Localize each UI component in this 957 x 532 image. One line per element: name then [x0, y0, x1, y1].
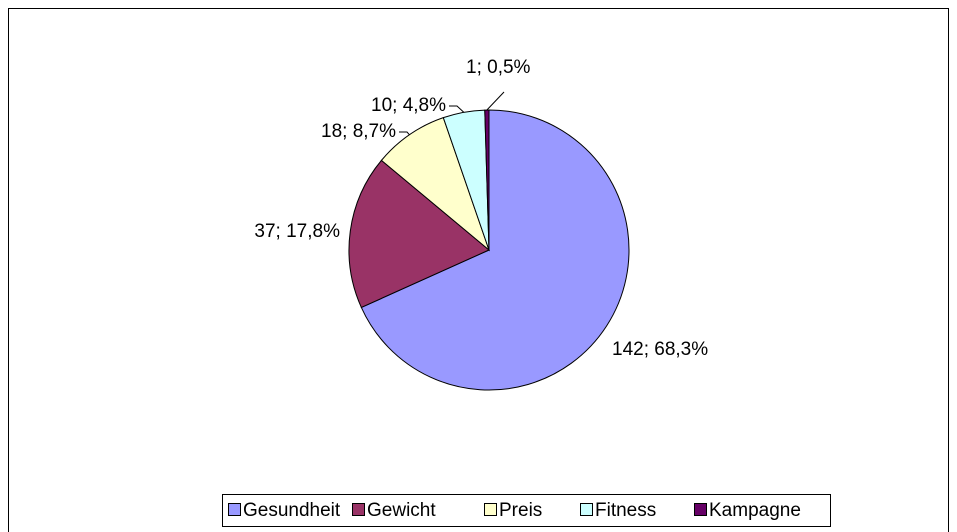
data-label: 37; 17,8%	[254, 221, 340, 242]
leader-line	[449, 105, 465, 113]
legend-label: Kampagne	[709, 500, 801, 521]
data-label: 1; 0,5%	[466, 57, 531, 78]
data-label: 18; 8,7%	[321, 121, 396, 142]
legend-label: Gewicht	[367, 500, 436, 521]
legend-swatch	[352, 503, 365, 516]
data-label: 10; 4,8%	[371, 95, 446, 116]
leader-line	[486, 91, 505, 111]
legend-swatch	[580, 503, 593, 516]
legend-swatch	[694, 503, 707, 516]
legend-label: Gesundheit	[243, 500, 341, 521]
legend-swatch	[484, 503, 497, 516]
pie-slice	[348, 159, 490, 309]
legend-label: Preis	[499, 500, 542, 521]
legend-swatch	[228, 503, 241, 516]
legend-label: Fitness	[595, 500, 656, 521]
legend-box	[222, 494, 831, 527]
leader-line	[399, 131, 410, 136]
data-label: 142; 68,3%	[612, 339, 708, 360]
pie-slice	[360, 109, 630, 391]
